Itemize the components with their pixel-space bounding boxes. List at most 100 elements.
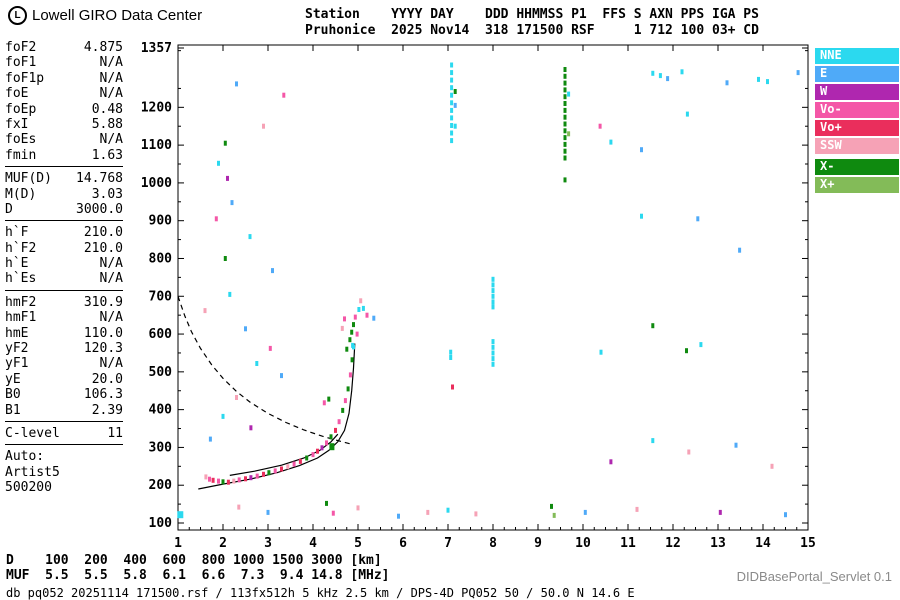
param-row-yf1: yF1 N/A <box>5 356 123 371</box>
echo-point <box>325 500 328 506</box>
echo-point <box>266 509 270 515</box>
echo-point <box>450 107 454 113</box>
echo-point <box>320 445 324 451</box>
echo-point <box>348 372 352 378</box>
param-row-ye: yE 20.0 <box>5 372 123 387</box>
echo-point <box>563 73 567 79</box>
echo-point <box>450 138 454 144</box>
echo-point <box>450 123 454 128</box>
echo-point <box>271 268 274 274</box>
echo-point <box>491 339 495 345</box>
param-value: 11 <box>107 425 123 441</box>
param-value: N/A <box>99 86 123 102</box>
echo-point <box>699 342 703 348</box>
auto-info-line: 500200 <box>5 480 52 496</box>
x-tick-label: 9 <box>534 536 542 551</box>
legend-item-ssw: SSW <box>815 138 899 154</box>
echo-point <box>327 396 331 402</box>
echo-point <box>249 425 253 431</box>
param-label: fxI <box>5 116 29 132</box>
legend-item-w: W <box>815 84 899 100</box>
echo-point <box>598 123 602 129</box>
param-label: fmin <box>5 147 37 163</box>
echo-point <box>563 80 567 86</box>
param-label: D <box>5 201 13 217</box>
echo-point <box>453 123 457 129</box>
echo-point <box>474 511 478 517</box>
echo-point <box>203 308 207 314</box>
echo-point <box>609 139 613 145</box>
echo-point <box>563 101 567 106</box>
echo-point <box>635 506 639 512</box>
echo-point <box>552 512 556 518</box>
echo-point <box>563 67 567 72</box>
x-tick-label: 8 <box>489 536 497 551</box>
echo-point <box>453 89 457 94</box>
echo-point <box>567 91 571 97</box>
param-label: yF1 <box>5 356 29 372</box>
separator <box>5 220 123 222</box>
lowell-giro-logo: L Lowell GIRO Data Center <box>8 6 202 25</box>
echo-point <box>244 326 247 332</box>
y-tick-label: 200 <box>149 478 173 493</box>
header-line-values: Pruhonice 2025 Nov14 318 171500 RSF 1 71… <box>305 23 759 38</box>
echo-point <box>687 449 691 455</box>
x-tick-label: 1 <box>174 536 182 551</box>
param-row-foep: foEp 0.48 <box>5 102 123 117</box>
echo-point <box>770 463 774 469</box>
echo-point <box>563 155 567 161</box>
echo-point <box>356 505 360 511</box>
echo-point <box>563 87 567 93</box>
echo-point <box>177 511 184 519</box>
muf-table-row-d: D 100 200 400 600 800 1000 1500 3000 [km… <box>6 553 382 568</box>
echo-point <box>232 478 236 484</box>
param-value: 210.0 <box>83 225 123 241</box>
param-row-he: h`E N/A <box>5 256 123 271</box>
echo-point <box>563 141 567 147</box>
y-tick-label: 1000 <box>141 176 172 191</box>
param-value: 14.768 <box>76 171 123 187</box>
echo-point <box>666 76 670 82</box>
param-label: M(D) <box>5 186 37 202</box>
param-row-b0: B0 106.3 <box>5 387 123 402</box>
echo-point <box>223 256 227 261</box>
echo-point <box>738 247 742 253</box>
param-label: foE <box>5 86 29 102</box>
echo-point <box>353 314 357 320</box>
echo-point <box>221 479 225 485</box>
echo-point <box>450 130 454 136</box>
echo-point <box>446 507 450 513</box>
echo-point <box>273 468 277 474</box>
echo-point <box>685 111 689 117</box>
echo-point <box>204 474 208 480</box>
echo-point <box>563 177 567 183</box>
param-value: 106.3 <box>83 387 123 403</box>
separator <box>5 289 123 291</box>
echo-point <box>262 123 265 129</box>
echo-point <box>208 436 212 442</box>
echo-point <box>316 448 319 454</box>
echo-point <box>766 79 769 85</box>
echo-point <box>491 344 495 350</box>
echo-point <box>217 478 220 484</box>
param-label: h`Es <box>5 271 37 287</box>
echo-point <box>329 443 335 451</box>
param-value: 5.88 <box>91 116 123 132</box>
echo-point <box>453 102 457 108</box>
echo-point <box>350 329 354 335</box>
echo-point <box>226 479 230 485</box>
echo-point <box>599 349 603 355</box>
y-tick-label: 500 <box>149 365 173 380</box>
param-value: 120.3 <box>83 341 123 357</box>
echo-point <box>331 510 335 516</box>
separator <box>5 444 123 446</box>
param-row-hf: h`F 210.0 <box>5 225 123 240</box>
echo-point <box>696 216 700 222</box>
param-row-foe: foE N/A <box>5 86 123 101</box>
legend-item-nne: NNE <box>815 48 899 64</box>
echo-point <box>292 461 296 467</box>
legend-item-vo: Vo- <box>815 102 899 118</box>
x-tick-label: 6 <box>399 536 407 551</box>
echo-point <box>609 459 613 465</box>
